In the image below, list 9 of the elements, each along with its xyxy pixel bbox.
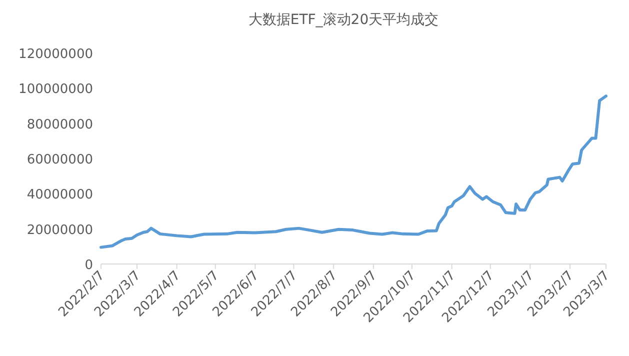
y-tick-label: 120000000 bbox=[18, 47, 93, 62]
y-tick-label: 100000000 bbox=[18, 82, 93, 98]
y-tick-label: 0 bbox=[84, 258, 93, 273]
line-series bbox=[100, 94, 608, 249]
y-tick-label: 60000000 bbox=[26, 152, 93, 168]
chart-title: 大数据ETF_滚动20天平均成交 bbox=[248, 12, 439, 28]
y-tick-label: 40000000 bbox=[26, 188, 93, 203]
y-tick-label: 20000000 bbox=[26, 222, 93, 238]
y-tick-label: 80000000 bbox=[26, 117, 93, 132]
